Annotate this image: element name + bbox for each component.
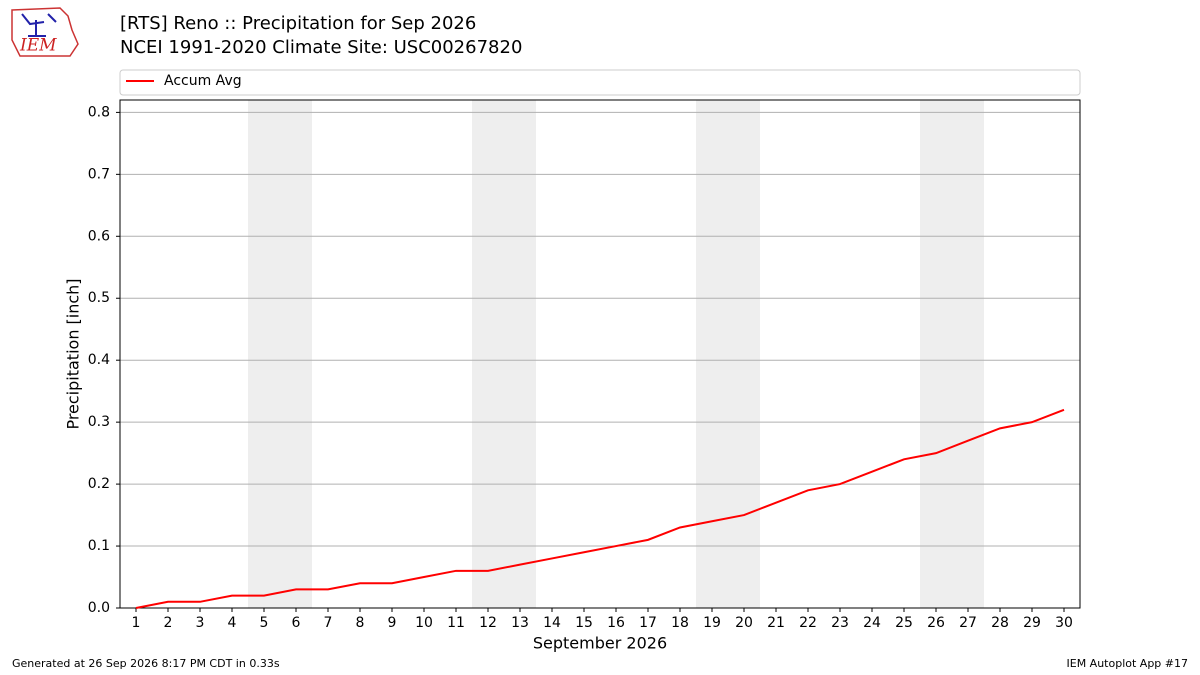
- x-tick-label: 13: [511, 615, 529, 631]
- x-tick-label: 24: [863, 615, 881, 631]
- legend-box: [119, 69, 1081, 96]
- series-line: [135, 408, 1065, 609]
- y-tick-label: 0.6: [88, 228, 110, 244]
- x-tick-label: 11: [447, 615, 465, 631]
- y-tick-label: 0.5: [88, 290, 110, 306]
- y-tick-label: 0.2: [88, 476, 110, 492]
- x-tick-label: 5: [260, 615, 269, 631]
- y-tick-label: 0.4: [88, 352, 110, 368]
- chart-subtitle: NCEI 1991-2020 Climate Site: USC00267820: [120, 37, 522, 58]
- x-tick-label: 6: [292, 615, 301, 631]
- x-tick-label: 27: [959, 615, 977, 631]
- footer-right: IEM Autoplot App #17: [1067, 657, 1189, 670]
- x-tick-label: 12: [479, 615, 497, 631]
- y-tick-label: 0.1: [88, 538, 110, 554]
- plot-frame: [119, 99, 1081, 609]
- x-tick-label: 25: [895, 615, 913, 631]
- y-tick-label: 0.3: [88, 414, 110, 430]
- x-axis-label: September 2026: [533, 634, 667, 653]
- y-axis-label: Precipitation [inch]: [64, 278, 83, 429]
- logo-icon: [21, 13, 57, 37]
- weekend-band: [248, 100, 312, 608]
- x-tick-label: 14: [543, 615, 561, 631]
- x-tick-label: 19: [703, 615, 721, 631]
- x-tick-label: 21: [767, 615, 785, 631]
- weekend-band: [472, 100, 536, 608]
- x-tick-label: 3: [196, 615, 205, 631]
- x-tick-label: 30: [1055, 615, 1073, 631]
- x-tick-label: 17: [639, 615, 657, 631]
- x-tick-label: 16: [607, 615, 625, 631]
- x-tick-label: 2: [164, 615, 173, 631]
- weekend-band: [696, 100, 760, 608]
- x-tick-label: 4: [228, 615, 237, 631]
- x-tick-label: 18: [671, 615, 689, 631]
- y-tick-label: 0.0: [88, 600, 110, 616]
- y-tick-label: 0.7: [88, 166, 110, 182]
- logo: IEM: [11, 7, 79, 57]
- x-tick-label: 8: [356, 615, 365, 631]
- x-tick-label: 28: [991, 615, 1009, 631]
- logo-outline: [11, 7, 79, 57]
- x-tick-label: 15: [575, 615, 593, 631]
- x-tick-label: 29: [1023, 615, 1041, 631]
- x-tick-label: 1: [132, 615, 141, 631]
- weekend-band: [920, 100, 984, 608]
- x-tick-label: 22: [799, 615, 817, 631]
- footer-left: Generated at 26 Sep 2026 8:17 PM CDT in …: [12, 657, 280, 670]
- x-tick-label: 7: [324, 615, 333, 631]
- logo-text: IEM: [19, 36, 57, 56]
- legend-label: Accum Avg: [164, 73, 242, 89]
- x-tick-label: 26: [927, 615, 945, 631]
- chart-title: [RTS] Reno :: Precipitation for Sep 2026: [120, 13, 476, 34]
- x-tick-label: 23: [831, 615, 849, 631]
- x-tick-label: 10: [415, 615, 433, 631]
- y-tick-label: 0.8: [88, 104, 110, 120]
- x-tick-label: 9: [388, 615, 397, 631]
- x-tick-label: 20: [735, 615, 753, 631]
